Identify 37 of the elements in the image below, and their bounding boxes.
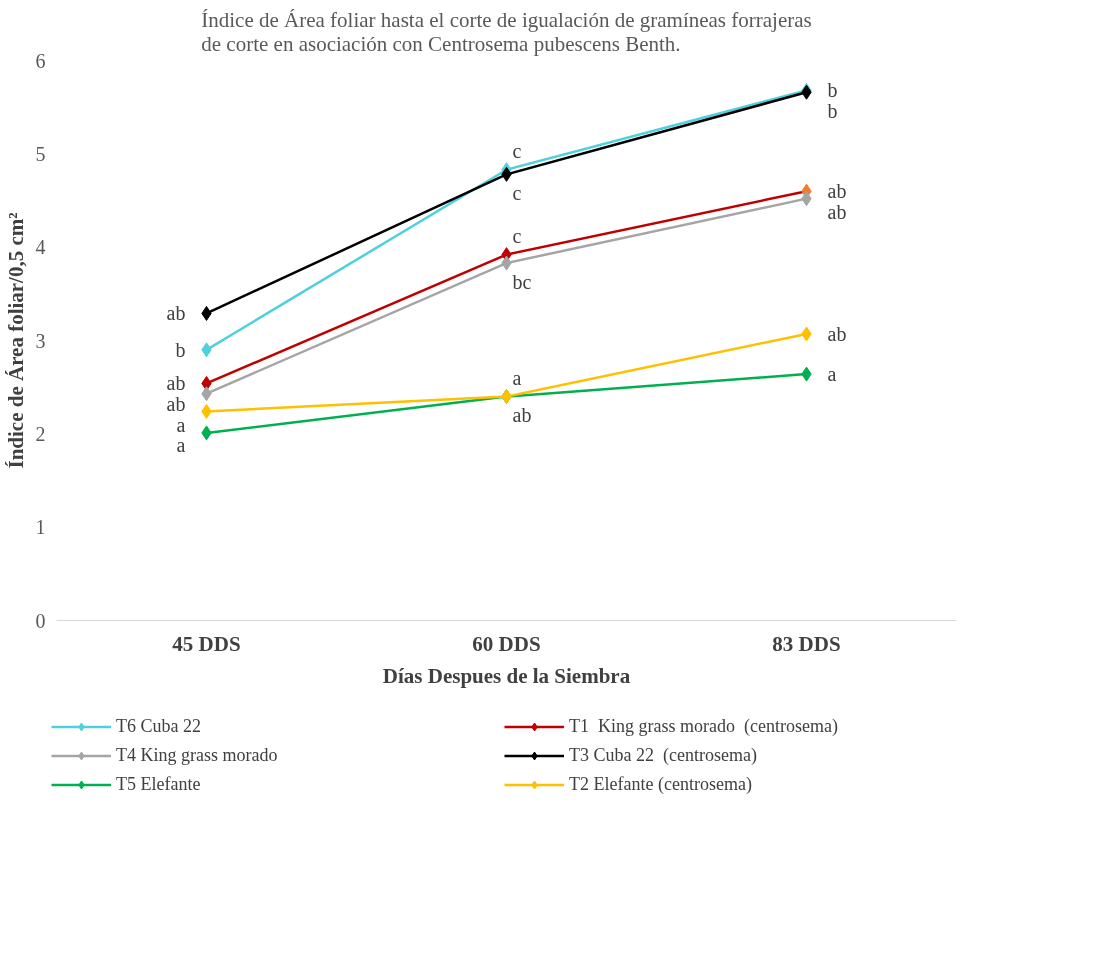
y-tick-label: 5 [35,142,46,165]
y-tick-label: 0 [35,609,46,632]
x-tick-label: 45 DDS [172,631,241,656]
annotation: b [175,338,186,361]
x-tick-label: 83 DDS [772,631,841,656]
annotation: a [176,413,186,436]
y-tick-label: 4 [35,236,46,259]
legend-label: T1 King grass morado (centrosema) [569,715,839,737]
legend-label: T2 Elefante (centrosema) [569,773,753,795]
chart-title: Índice de Área foliar hasta el corte de igualación de gramíneas forrajeras de corte en asociación con Centrosema pubescens Benth. [201,7,812,56]
annotation: a [176,434,186,457]
annotation: ab [827,322,847,345]
legend-label: T6 Cuba 22 [116,715,202,737]
annotation: c [512,140,522,163]
y-tick-label: 3 [35,329,46,352]
legend-label: T4 King grass morado [116,744,279,766]
y-axis-title: Índice de Área foliar/0,5 cm² [3,212,28,469]
annotation: b [827,99,838,122]
annotation: a [827,363,837,386]
y-tick-label: 6 [35,49,46,72]
x-axis-title: Días Despues de la Siembra [382,663,631,688]
legend-label: T3 Cuba 22 (centrosema) [569,744,758,766]
annotation: c [512,182,522,205]
annotation: ab [166,392,186,415]
annotation: ab [827,200,847,223]
y-tick-label: 2 [35,422,46,445]
annotation: c [512,224,522,247]
annotation: b [827,79,838,102]
annotation: ab [827,180,847,203]
annotation: bc [512,270,532,293]
annotation: a [512,366,522,389]
annotation: ab [166,302,186,325]
y-tick-label: 1 [35,516,46,539]
annotation: ab [166,372,186,395]
annotation: ab [512,404,532,427]
legend-label: T5 Elefante [116,773,202,795]
x-tick-label: 60 DDS [472,631,541,656]
